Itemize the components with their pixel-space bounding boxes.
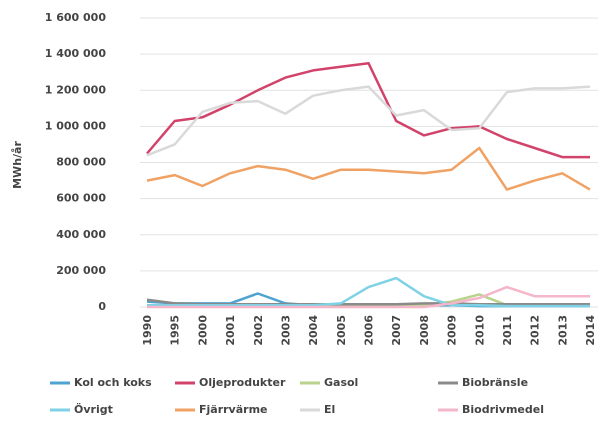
- legend-label: Oljeprodukter: [199, 376, 286, 389]
- x-tick-label: 1990: [141, 315, 154, 346]
- series-line: [147, 276, 590, 308]
- legend-label: Övrigt: [74, 402, 113, 416]
- y-tick-label: 200 000: [56, 264, 106, 277]
- series-line: [146, 146, 591, 191]
- legend-label: Gasol: [324, 376, 358, 389]
- series-line: [146, 61, 590, 159]
- y-tick-label: 800 000: [56, 156, 106, 169]
- legend-label: Kol och koks: [74, 376, 152, 389]
- y-tick-label: 400 000: [56, 228, 106, 241]
- x-tick-label: 2004: [307, 315, 320, 346]
- y-tick-label: 1 400 000: [45, 47, 107, 60]
- x-tick-label: 2008: [418, 315, 431, 346]
- x-tick-label: 2001: [224, 315, 237, 346]
- x-tick-label: 2007: [390, 315, 403, 346]
- legend-label: Biobränsle: [462, 376, 528, 389]
- y-tick-label: 1 200 000: [45, 83, 107, 96]
- series-line: [147, 285, 590, 309]
- x-tick-label: 2002: [252, 315, 265, 346]
- x-tick-label: 2014: [584, 315, 597, 346]
- y-tick-label: 1 600 000: [45, 11, 107, 24]
- x-tick-label: 2013: [556, 315, 569, 346]
- y-axis-label: MWh/år: [11, 141, 24, 189]
- y-tick-label: 1 000 000: [45, 119, 107, 132]
- x-tick-label: 2012: [529, 315, 542, 346]
- series-line: [146, 298, 590, 306]
- x-tick-label: 2009: [446, 315, 459, 346]
- x-tick-label: 2003: [279, 315, 292, 346]
- y-tick-label: 600 000: [56, 192, 106, 205]
- x-tick-label: 2000: [196, 315, 209, 346]
- x-tick-label: 2005: [335, 315, 348, 346]
- x-tick-label: 2006: [363, 315, 376, 346]
- legend-label: El: [324, 403, 335, 416]
- legend-label: Biodrivmedel: [462, 403, 544, 416]
- legend-label: Fjärrvärme: [199, 403, 268, 416]
- y-tick-label: 0: [98, 300, 106, 313]
- series-line: [146, 85, 591, 157]
- x-tick-label: 1995: [169, 315, 182, 346]
- x-tick-label: 2010: [473, 315, 486, 346]
- x-tick-label: 2011: [501, 315, 514, 346]
